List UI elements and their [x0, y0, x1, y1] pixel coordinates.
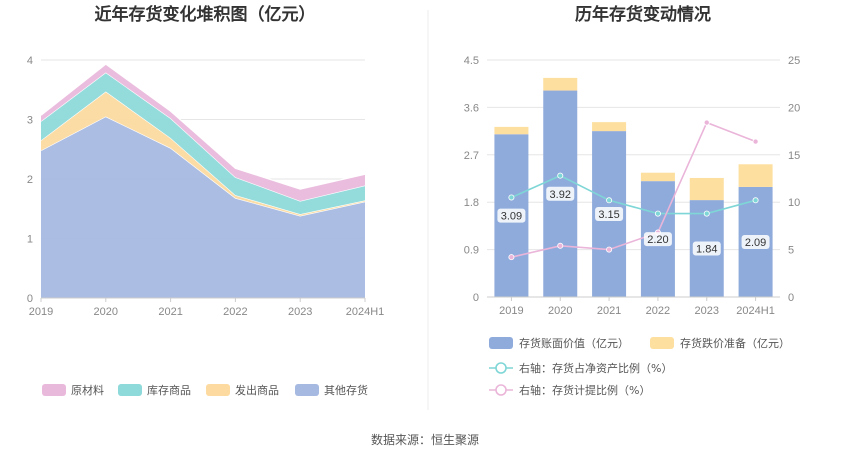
data-label-book-value: 2.09: [745, 237, 766, 249]
bar-line-chart: 历年存货变动情况 3.09 3.92 3.15 2.20 1.84 2.09 0 0.9 1.…: [464, 4, 801, 397]
bar-impairment: [494, 126, 529, 135]
data-label-bg: [692, 241, 721, 256]
left-chart-title: 近年存货变化堆积图（亿元）: [95, 4, 316, 25]
data-label-bg: [643, 232, 672, 247]
right-y-tick: 0.9: [464, 245, 479, 257]
line-inventory-net-asset-ratio-point: [654, 210, 661, 217]
data-label-bg: [595, 207, 624, 222]
right-bar-series: [494, 77, 773, 298]
right-data-labels: 3.09 3.92 3.15 2.20 1.84 2.09: [497, 186, 770, 256]
left-y-tick: 2: [27, 174, 33, 186]
left-x-tick: 2021: [158, 306, 182, 318]
right-chart-title: 历年存货变动情况: [575, 4, 711, 25]
right-y-tick: 2.7: [464, 150, 479, 162]
legend-impairment-swatch: [650, 337, 674, 349]
legend-provision-ratio-label: 右轴：存货计提比例（%）: [519, 383, 650, 397]
right-y2-tick: 25: [788, 55, 800, 67]
right-y2-tick: 5: [788, 245, 794, 257]
data-label-bg: [741, 234, 770, 249]
legend-net-ratio-marker: [495, 362, 507, 374]
left-axes: 0 1 2 3 4 2019 2020 2021 2022 2023 2024H1: [27, 55, 384, 318]
area-raw-materials-edge: [40, 63, 366, 190]
line-inventory-net-asset-ratio-point: [606, 197, 613, 204]
legend-other-inventory-label: 其他存货: [324, 383, 368, 397]
legend-shipped-goods-label: 发出商品: [235, 383, 279, 397]
bar-impairment: [738, 164, 773, 187]
line-inventory-net-asset-ratio: [511, 174, 756, 215]
bar-impairment: [689, 177, 724, 201]
data-label-book-value: 3.09: [501, 211, 522, 223]
line-provision-ratio-point: [508, 254, 515, 261]
legend-raw-materials-swatch: [42, 384, 66, 396]
right-x-tick: 2022: [646, 305, 670, 317]
left-y-tick: 3: [27, 115, 33, 127]
right-legend: 存货账面价值（亿元） 存货跌价准备（亿元） 右轴：存货占净资产比例（%） 右轴：存货计…: [489, 336, 790, 397]
legend-impairment-label: 存货跌价准备（亿元）: [680, 336, 790, 350]
line-provision-ratio-point: [703, 119, 710, 126]
right-y-tick: 0: [473, 292, 479, 304]
line-provision-ratio-point: [557, 242, 564, 249]
right-y2-tick: 10: [788, 197, 800, 209]
right-x-tick: 2019: [499, 305, 523, 317]
left-x-tick: 2022: [223, 306, 247, 318]
line-provision-ratio-point: [752, 138, 759, 145]
legend-raw-materials-label: 原材料: [71, 383, 104, 397]
legend-other-inventory-swatch: [295, 384, 319, 396]
area-other-inventory: [41, 116, 365, 299]
area-stock-goods: [41, 72, 365, 215]
area-shipped-goods: [41, 91, 365, 216]
data-label-bg: [546, 186, 575, 201]
right-x-tick: 2023: [695, 305, 719, 317]
bar-impairment: [592, 122, 627, 132]
right-x-tick: 2020: [548, 305, 572, 317]
right-y2-tick: 0: [788, 292, 794, 304]
data-label-book-value: 2.20: [647, 234, 668, 246]
right-y-tick: 3.6: [464, 102, 479, 114]
left-x-tick: 2020: [94, 306, 118, 318]
legend-net-ratio-label: 右轴：存货占净资产比例（%）: [519, 361, 672, 375]
left-y-tick: 0: [27, 293, 33, 305]
line-inventory-net-asset-ratio-point: [752, 197, 759, 204]
right-y-tick: 1.8: [464, 197, 479, 209]
data-label-book-value: 3.15: [598, 209, 619, 221]
left-x-tick: 2023: [288, 306, 312, 318]
right-y-tick: 4.5: [464, 55, 479, 67]
left-legend: 原材料 库存商品 发出商品 其他存货: [42, 383, 368, 397]
line-provision-ratio-point: [606, 246, 613, 253]
legend-stock-goods-swatch: [118, 384, 142, 396]
right-x-tick: 2021: [597, 305, 621, 317]
data-label-book-value: 1.84: [696, 244, 717, 256]
left-x-tick: 2019: [29, 306, 53, 318]
left-y-tick: 4: [27, 55, 33, 67]
right-x-tick: 2024H1: [736, 305, 775, 317]
left-y-tick: 1: [27, 234, 33, 246]
left-area-series: [40, 63, 366, 299]
right-y2-tick: 20: [788, 102, 800, 114]
left-x-tick: 2024H1: [346, 306, 385, 318]
data-label-book-value: 3.92: [550, 189, 571, 201]
data-label-bg: [497, 208, 526, 223]
bar-impairment: [543, 77, 578, 91]
line-inventory-net-asset-ratio-point: [703, 210, 710, 217]
line-inventory-net-asset-ratio-point: [508, 194, 515, 201]
legend-book-value-swatch: [489, 337, 513, 349]
right-gridlines: [487, 59, 780, 298]
right-axes: 0 0.9 1.8 2.7 3.6 4.5 0 5 10 15 20 25 2019 2020 2021 20…: [464, 55, 801, 317]
line-provision-ratio: [511, 121, 756, 258]
line-inventory-net-asset-ratio-point: [557, 172, 564, 179]
bar-impairment: [640, 172, 675, 182]
legend-book-value-label: 存货账面价值（亿元）: [519, 336, 629, 350]
legend-stock-goods-label: 库存商品: [147, 383, 191, 397]
right-y2-tick: 15: [788, 150, 800, 162]
source-note: 数据来源：恒生聚源: [371, 432, 479, 447]
legend-shipped-goods-swatch: [206, 384, 230, 396]
legend-provision-ratio-marker: [495, 384, 507, 396]
stacked-area-chart: 近年存货变化堆积图（亿元） 0 1 2 3 4 2019 2020 2021 2022 2023 2…: [27, 4, 384, 397]
area-raw-materials: [41, 64, 365, 202]
